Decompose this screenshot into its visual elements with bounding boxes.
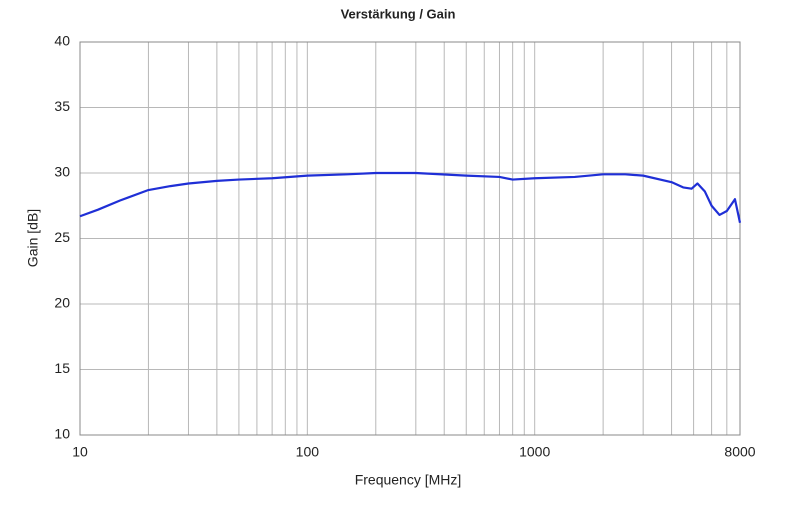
x-tick-label: 1000: [519, 444, 550, 460]
x-tick-label: 10: [72, 444, 88, 460]
y-tick-label: 10: [54, 426, 70, 442]
y-tick-label: 40: [54, 33, 70, 49]
chart-title: Verstärkung / Gain: [341, 6, 456, 21]
x-tick-label: 8000: [724, 444, 755, 460]
plot-frame: [79, 41, 741, 436]
x-axis-label: Frequency [MHz]: [355, 472, 462, 488]
y-axis-label: Gain [dB]: [25, 209, 41, 267]
y-tick-label: 35: [54, 98, 70, 114]
y-tick-label: 15: [54, 360, 70, 376]
y-tick-label: 20: [54, 295, 70, 311]
y-tick-label: 25: [54, 229, 70, 245]
y-tick-label: 30: [54, 164, 70, 180]
x-tick-label: 100: [296, 444, 320, 460]
data-line: [79, 171, 742, 224]
